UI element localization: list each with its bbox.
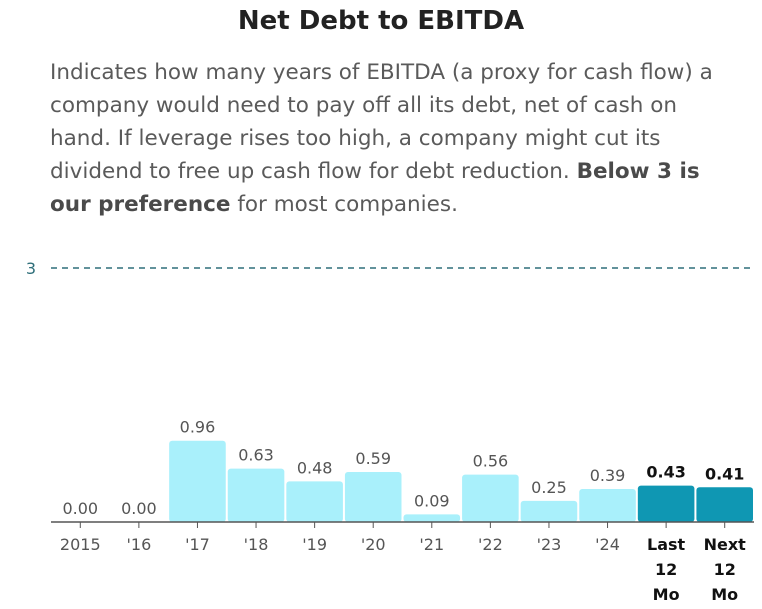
bar — [286, 481, 343, 522]
reference-line-label: 3 — [26, 259, 36, 278]
bar-value-label: 0.59 — [355, 449, 391, 468]
x-tick-label: '23 — [537, 535, 562, 554]
bar — [169, 440, 226, 522]
x-tick-label: Next 12 Mo — [704, 535, 747, 604]
x-tick-label: '21 — [419, 535, 444, 554]
bar-value-label: 0.96 — [180, 418, 216, 437]
x-tick-label: '19 — [302, 535, 327, 554]
chart-title: Net Debt to EBITDA — [237, 6, 525, 36]
description-bold-1: Below 3 is our preference — [50, 159, 700, 217]
bar-value-label: 0.43 — [646, 463, 685, 482]
bar-value-label: 0.39 — [590, 466, 626, 485]
bar-value-label: 0.48 — [297, 458, 333, 477]
bar-value-label: 0.56 — [473, 452, 509, 471]
x-tick-label: '22 — [478, 535, 503, 554]
x-tick-label: '20 — [361, 535, 386, 554]
bar-value-label: 0.63 — [238, 446, 274, 465]
bar-value-label: 0.41 — [705, 464, 744, 483]
bar — [227, 468, 285, 522]
bar-value-label: 0.09 — [414, 491, 450, 510]
x-tick-label: Last 12 Mo — [647, 535, 686, 604]
description-text-1: Indicates how many years of EBITDA (a pr… — [50, 60, 713, 184]
bar — [520, 500, 578, 522]
bar-value-label: 0.25 — [531, 478, 567, 497]
bar-value-label: 0.00 — [121, 499, 157, 518]
x-tick-label: '18 — [244, 535, 269, 554]
x-tick-label: '16 — [126, 535, 151, 554]
chart-description: Indicates how many years of EBITDA (a pr… — [50, 56, 740, 221]
bar — [637, 485, 695, 522]
bar-value-label: 0.00 — [62, 499, 98, 518]
bar — [344, 472, 402, 522]
bar — [403, 514, 461, 522]
bar — [462, 474, 519, 522]
bar — [696, 487, 753, 522]
x-tick-label: 2015 — [60, 535, 101, 554]
x-tick-label: '17 — [185, 535, 210, 554]
bar — [579, 488, 636, 522]
x-tick-label: '24 — [595, 535, 620, 554]
description-text-2: for most companies. — [230, 192, 458, 217]
